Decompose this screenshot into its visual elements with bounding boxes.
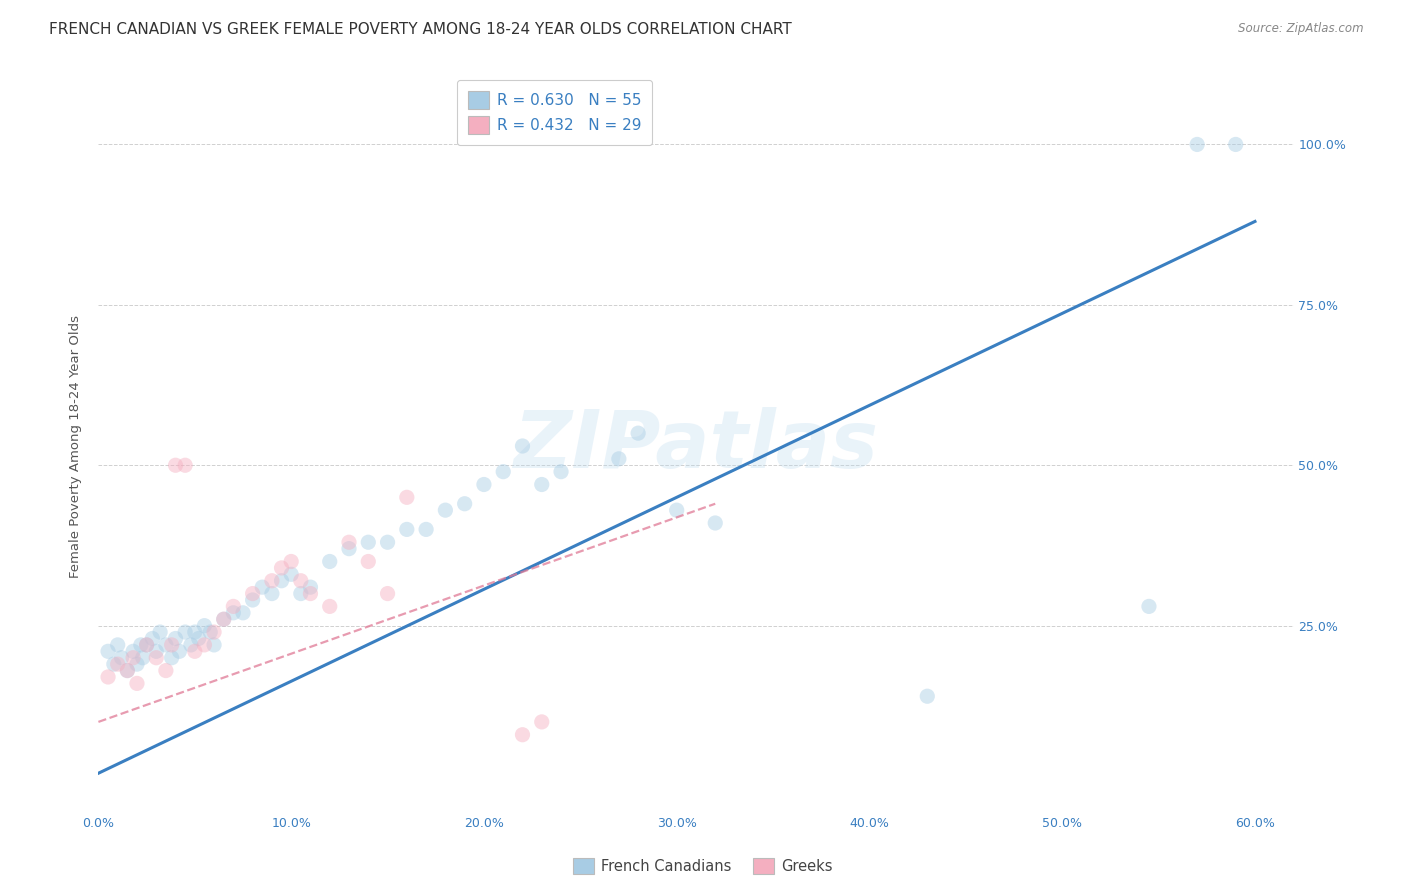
Point — [212, 612, 235, 626]
Point — [200, 625, 222, 640]
Point — [107, 657, 129, 672]
Point — [174, 458, 197, 473]
Point — [917, 690, 939, 704]
Point — [193, 618, 215, 632]
Text: Source: ZipAtlas.com: Source: ZipAtlas.com — [1239, 22, 1364, 36]
Point — [530, 477, 553, 491]
Point — [132, 650, 155, 665]
Point — [174, 625, 197, 640]
Point — [319, 554, 342, 568]
Point — [280, 567, 302, 582]
Point — [270, 574, 292, 588]
Point — [665, 503, 688, 517]
Point — [193, 638, 215, 652]
Point — [232, 606, 254, 620]
Point — [377, 535, 399, 549]
Point — [165, 458, 187, 473]
Point — [125, 676, 148, 690]
Point — [319, 599, 342, 614]
Point — [117, 664, 139, 678]
Point — [434, 503, 457, 517]
Point — [260, 586, 283, 600]
Point — [184, 644, 207, 658]
Point — [145, 644, 167, 658]
Point — [550, 465, 572, 479]
Point — [472, 477, 495, 491]
Point — [122, 650, 145, 665]
Point — [492, 465, 515, 479]
Point — [97, 644, 120, 658]
Point — [117, 664, 139, 678]
Point — [125, 657, 148, 672]
Point — [222, 606, 245, 620]
Point — [280, 554, 302, 568]
Point — [212, 612, 235, 626]
Point — [357, 554, 380, 568]
Point — [512, 439, 534, 453]
Point — [270, 561, 292, 575]
Point — [160, 638, 183, 652]
Point — [187, 632, 209, 646]
Point — [149, 625, 172, 640]
Point — [107, 638, 129, 652]
Point — [299, 580, 322, 594]
Point — [202, 625, 225, 640]
Point — [1137, 599, 1160, 614]
Point — [395, 491, 418, 505]
Point — [155, 638, 177, 652]
Point — [122, 644, 145, 658]
Legend: R = 0.630   N = 55, R = 0.432   N = 29: R = 0.630 N = 55, R = 0.432 N = 29 — [457, 80, 652, 145]
Point — [260, 574, 283, 588]
Point — [145, 650, 167, 665]
Point — [290, 586, 312, 600]
Point — [337, 535, 360, 549]
Point — [377, 586, 399, 600]
Point — [453, 497, 475, 511]
Point — [180, 638, 202, 652]
Point — [607, 451, 630, 466]
Point — [627, 426, 650, 441]
Point — [704, 516, 727, 530]
Point — [103, 657, 125, 672]
Point — [1225, 137, 1247, 152]
Legend: French Canadians, Greeks: French Canadians, Greeks — [568, 852, 838, 880]
Text: FRENCH CANADIAN VS GREEK FEMALE POVERTY AMONG 18-24 YEAR OLDS CORRELATION CHART: FRENCH CANADIAN VS GREEK FEMALE POVERTY … — [49, 22, 792, 37]
Point — [141, 632, 163, 646]
Point — [395, 523, 418, 537]
Point — [135, 638, 157, 652]
Point — [1185, 137, 1208, 152]
Point — [135, 638, 157, 652]
Point — [202, 638, 225, 652]
Point — [357, 535, 380, 549]
Point — [512, 728, 534, 742]
Point — [160, 650, 183, 665]
Text: ZIPatlas: ZIPatlas — [513, 407, 879, 485]
Point — [299, 586, 322, 600]
Point — [415, 523, 437, 537]
Point — [252, 580, 274, 594]
Point — [129, 638, 152, 652]
Point — [337, 541, 360, 556]
Point — [165, 632, 187, 646]
Point — [290, 574, 312, 588]
Point — [242, 593, 264, 607]
Point — [155, 664, 177, 678]
Point — [169, 644, 191, 658]
Y-axis label: Female Poverty Among 18-24 Year Olds: Female Poverty Among 18-24 Year Olds — [69, 315, 83, 577]
Point — [110, 650, 132, 665]
Point — [222, 599, 245, 614]
Point — [242, 586, 264, 600]
Point — [530, 714, 553, 729]
Point — [97, 670, 120, 684]
Point — [184, 625, 207, 640]
